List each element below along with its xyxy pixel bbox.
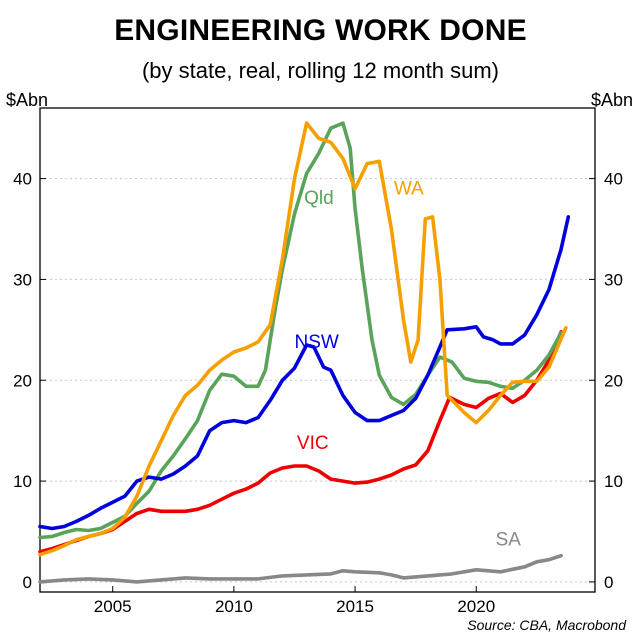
y-axis-unit-left: $Abn bbox=[6, 90, 48, 110]
y-tick-label-right: 0 bbox=[604, 573, 613, 592]
y-tick-label-right: 10 bbox=[604, 472, 623, 491]
x-tick-label: 2010 bbox=[215, 597, 253, 616]
y-axis-unit-right: $Abn bbox=[591, 90, 633, 110]
series-line-qld bbox=[38, 121, 563, 540]
series-labels: Qld WA NSW VIC SA bbox=[294, 179, 521, 551]
series-label-nsw: NSW bbox=[294, 332, 338, 353]
chart-title: ENGINEERING WORK DONE bbox=[114, 14, 527, 47]
chart-subtitle: (by state, real, rolling 12 month sum) bbox=[141, 58, 500, 83]
source-note: Source: CBA, Macrobond bbox=[467, 617, 627, 633]
series-label-wa: WA bbox=[394, 179, 424, 200]
series-line-vic bbox=[38, 330, 563, 554]
y-tick-label-right: 40 bbox=[604, 170, 623, 189]
series-label-sa: SA bbox=[496, 530, 522, 551]
y-tick-label-right: 20 bbox=[604, 371, 623, 390]
y-tick-label-left: 30 bbox=[13, 270, 32, 289]
series-label-qld: Qld bbox=[304, 188, 334, 209]
y-tick-label-left: 40 bbox=[13, 170, 32, 189]
x-tick-label: 2015 bbox=[336, 597, 374, 616]
x-tick-label: 2005 bbox=[94, 597, 132, 616]
series-label-vic: VIC bbox=[297, 433, 329, 454]
x-tick-label: 2020 bbox=[457, 597, 495, 616]
series-line-sa bbox=[38, 553, 563, 584]
y-axis-ticks: 0 0 10 10 20 20 30 30 40 40 bbox=[13, 170, 623, 592]
y-tick-label-left: 0 bbox=[23, 573, 32, 592]
y-tick-label-right: 30 bbox=[604, 270, 623, 289]
y-tick-label-left: 20 bbox=[13, 371, 32, 390]
series-lines bbox=[38, 121, 571, 584]
plot-frame bbox=[39, 107, 596, 593]
series-line-wa bbox=[38, 121, 568, 557]
series-line-nsw bbox=[38, 215, 571, 531]
x-axis-ticks: 2005 2010 2015 2020 bbox=[94, 586, 495, 616]
y-tick-label-left: 10 bbox=[13, 472, 32, 491]
